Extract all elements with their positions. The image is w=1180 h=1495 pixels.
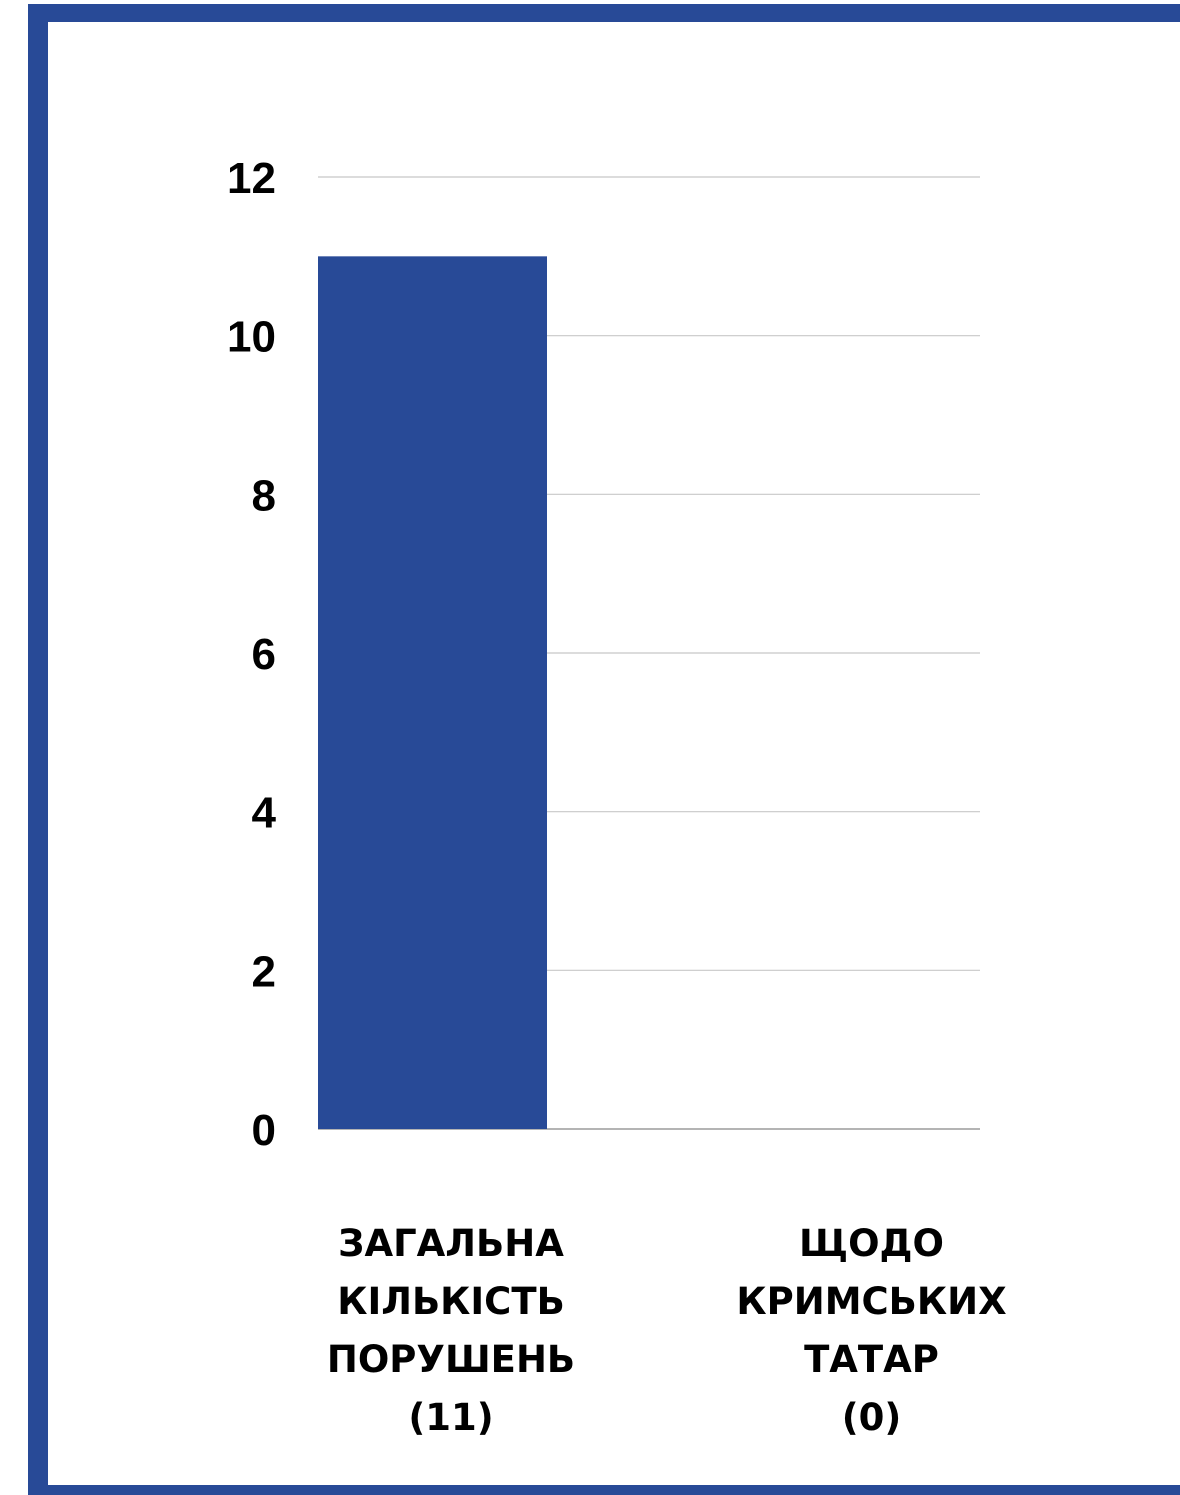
y-tick-label: 0 [252,1106,276,1155]
x-axis-labels: ЗАГАЛЬНА КІЛЬКІСТЬ ПОРУШЕНЬ (11) ЩОДО КРИМСЬК… [327,1222,1007,1439]
x-category-label: ЗАГАЛЬНА [338,1222,564,1265]
x-category-label: КІЛЬКІСТЬ [337,1280,565,1323]
x-category-label: (0) [842,1396,902,1439]
chart-frame [28,4,1180,1495]
x-category-label: КРИМСЬКИХ [736,1280,1006,1323]
x-category-label: (11) [408,1396,493,1439]
y-axis-ticks: 0 2 4 6 8 10 12 [227,154,276,1155]
bar-0 [318,256,547,1129]
x-category-label: ЩОДО [799,1222,944,1265]
y-tick-label: 10 [227,313,276,362]
x-category-label: ТАТАР [804,1338,939,1381]
y-tick-label: 8 [252,471,276,520]
y-tick-label: 2 [252,947,276,996]
y-tick-label: 4 [252,789,277,838]
y-tick-label: 6 [252,630,276,679]
y-tick-label: 12 [227,154,276,203]
bars [318,256,547,1129]
x-category-label: ПОРУШЕНЬ [327,1338,575,1381]
